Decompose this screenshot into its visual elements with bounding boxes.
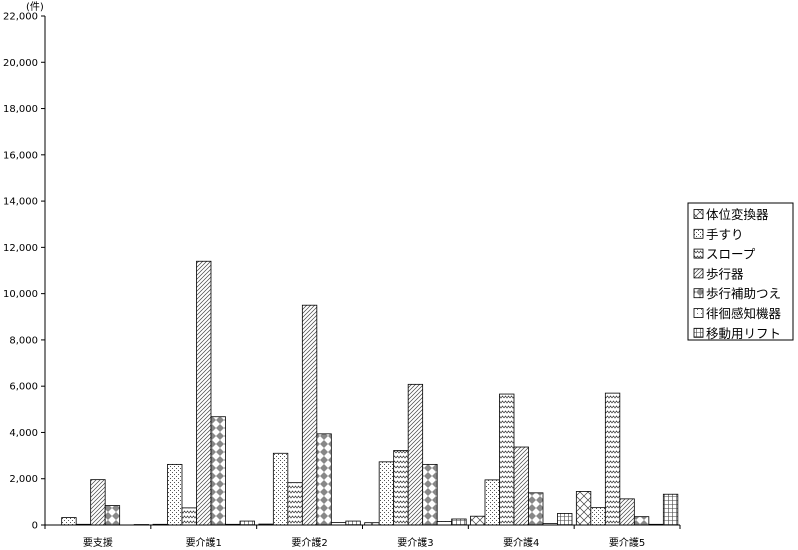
x-category-label: 要介護3 xyxy=(397,536,433,549)
y-tick-label: 2,000 xyxy=(9,474,38,485)
bar xyxy=(196,260,212,526)
bar xyxy=(301,304,318,526)
bar xyxy=(633,516,650,526)
bar xyxy=(345,520,361,526)
bar xyxy=(316,433,332,526)
legend-label: 徘徊感知機器 xyxy=(706,306,782,321)
x-category-label: 要介護5 xyxy=(609,536,645,549)
y-tick-label: 6,000 xyxy=(9,382,38,393)
y-tick-label: 20,000 xyxy=(3,58,38,69)
bar xyxy=(104,505,121,526)
bar xyxy=(287,482,303,526)
legend-label: スロープ xyxy=(706,247,756,262)
y-tick-label: 22,000 xyxy=(3,12,38,23)
x-category-label: 要介護4 xyxy=(503,536,539,549)
bar xyxy=(90,479,106,526)
bar xyxy=(407,383,424,526)
legend-label: 体位変換器 xyxy=(706,207,769,222)
y-axis-ticks: 0 2,000 4,000 6,000 8,000 10,000 12,000 14,000 1… xyxy=(3,12,45,532)
bar xyxy=(619,498,635,526)
bar xyxy=(484,479,500,526)
bar xyxy=(528,492,544,526)
legend-label: 移動用リフト xyxy=(706,326,781,341)
bar xyxy=(239,520,255,526)
legend-label: 手すり xyxy=(706,227,744,242)
legend-swatch xyxy=(693,327,704,338)
bar xyxy=(61,517,77,526)
bar xyxy=(590,507,606,526)
bar xyxy=(513,446,529,526)
bar xyxy=(451,518,467,526)
y-tick-label: 4,000 xyxy=(9,428,38,439)
y-tick-label: 18,000 xyxy=(3,104,38,115)
y-tick-label: 8,000 xyxy=(9,335,38,346)
y-tick-label: 16,000 xyxy=(3,150,38,161)
bar xyxy=(378,461,395,526)
y-tick-label: 10,000 xyxy=(3,289,38,300)
bar xyxy=(499,393,515,526)
x-category-label: 要介護1 xyxy=(186,536,222,549)
legend-swatch xyxy=(693,209,704,219)
y-unit-label: (件) xyxy=(26,1,44,13)
bar xyxy=(575,491,592,526)
legend-swatch xyxy=(693,288,704,299)
legend-swatch xyxy=(693,228,704,239)
x-category-label: 要支援 xyxy=(83,536,113,549)
bar xyxy=(557,513,573,526)
legend-box xyxy=(687,202,794,341)
legend-swatch xyxy=(693,248,704,259)
bar xyxy=(662,493,679,526)
x-category-label: 要介護2 xyxy=(291,536,327,549)
bar xyxy=(210,416,226,526)
legend-label: 歩行補助つえ xyxy=(706,286,781,301)
legend-swatch xyxy=(693,308,704,318)
bar-series xyxy=(61,260,679,526)
y-tick-label: 12,000 xyxy=(3,243,38,254)
bar xyxy=(604,392,621,526)
x-axis-labels: 要支援 要介護1 要介護2 要介護3 要介護4 要介護5 xyxy=(44,525,681,549)
bar xyxy=(181,507,197,526)
legend-swatch xyxy=(693,268,704,279)
bar xyxy=(167,463,183,526)
bar xyxy=(422,463,438,526)
y-tick-label: 14,000 xyxy=(3,197,38,208)
bar xyxy=(470,515,486,526)
bar xyxy=(272,452,289,526)
bar xyxy=(436,521,453,526)
y-tick-label: 0 xyxy=(32,521,38,532)
legend-label: 歩行器 xyxy=(706,266,744,281)
bar xyxy=(393,450,409,526)
